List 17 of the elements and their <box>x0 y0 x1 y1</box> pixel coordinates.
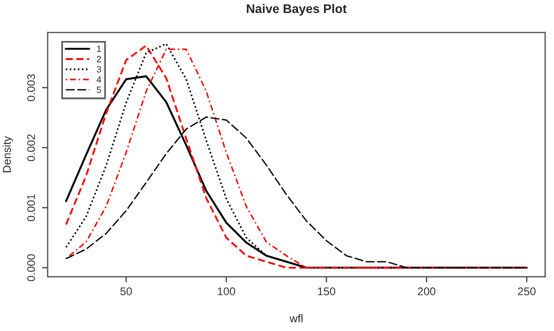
legend-label: 3 <box>96 66 102 73</box>
legend-label: 2 <box>96 56 101 62</box>
x-tick-label: 200 <box>418 287 436 296</box>
y-tick-label: 0.000 <box>27 254 36 282</box>
legend-label: 5 <box>96 86 102 93</box>
x-tick-label: 50 <box>120 287 132 296</box>
y-tick-label: 0.003 <box>27 74 36 102</box>
x-tick-label: 100 <box>218 287 236 296</box>
x-tick-label: 150 <box>318 287 336 296</box>
x-tick-label: 250 <box>518 287 536 296</box>
y-tick-label: 0.002 <box>27 134 36 162</box>
legend-label: 1 <box>97 46 101 52</box>
x-axis-title: wfl <box>290 314 302 322</box>
chart-title: Naive Bayes Plot <box>246 4 347 16</box>
y-tick-label: 0.001 <box>27 194 36 222</box>
y-axis-title: Density <box>2 136 13 172</box>
legend-label: 4 <box>96 76 102 83</box>
